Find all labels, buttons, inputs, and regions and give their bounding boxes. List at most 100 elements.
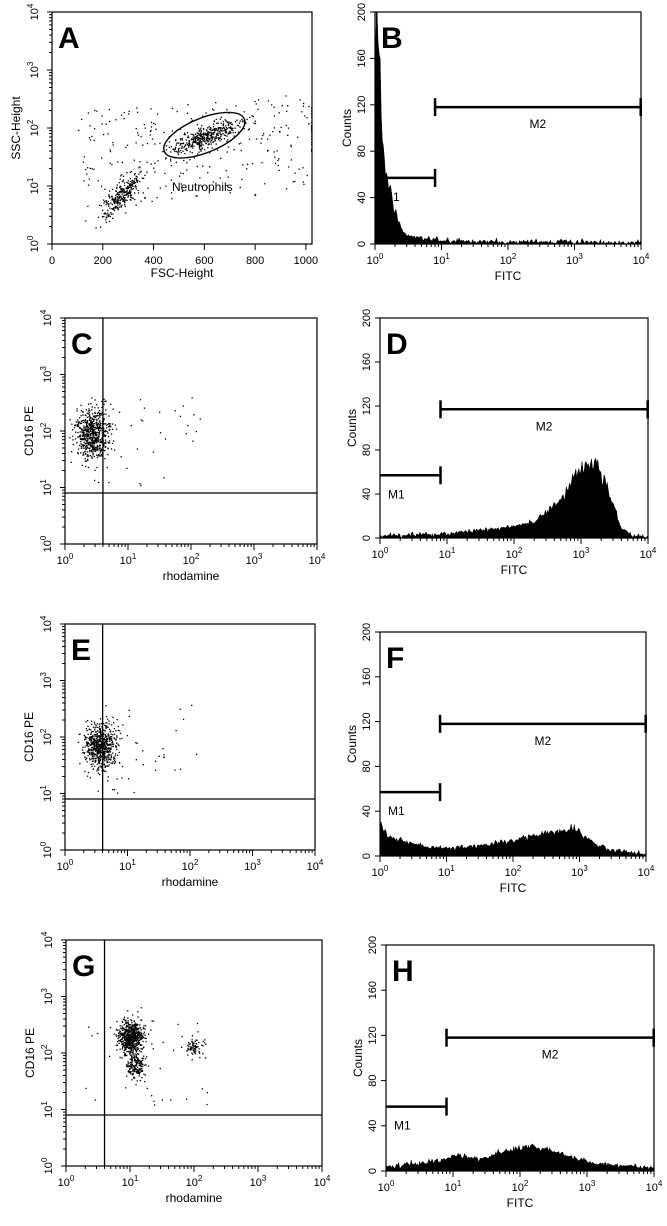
population-1-event	[102, 769, 105, 771]
lymphocyte-event	[124, 197, 126, 199]
population-1-event	[113, 743, 115, 745]
marker-m2: M2	[445, 1028, 655, 1062]
population-1-event	[81, 438, 83, 440]
lymphocyte-event	[127, 182, 129, 184]
population-1-event	[88, 743, 90, 745]
background-event	[83, 180, 85, 182]
population-1-event	[100, 734, 102, 737]
population-1-event	[134, 1033, 137, 1036]
background-event	[121, 161, 123, 164]
lymphocyte-event	[111, 199, 113, 201]
neutrophil-event	[180, 149, 182, 152]
background-event	[302, 105, 305, 107]
population-1-event	[138, 1031, 140, 1033]
tick-exponent: 0	[379, 252, 384, 261]
x-tick-label: 104	[307, 858, 324, 873]
population-1-event	[119, 1040, 121, 1042]
population-1-event	[106, 743, 108, 745]
population-3-event	[195, 1047, 197, 1049]
population-1-event	[106, 738, 108, 740]
population-3-event	[187, 1047, 189, 1050]
population-3-event	[191, 1041, 193, 1043]
population-1-event	[135, 1027, 137, 1030]
population-3-event	[195, 1050, 197, 1052]
population-2-event	[141, 1069, 143, 1072]
background-event	[287, 105, 289, 107]
background-event	[117, 193, 119, 195]
population-1-event	[101, 406, 103, 408]
lymphocyte-event	[139, 180, 141, 183]
tick-exponent: 3	[258, 552, 263, 561]
population-1-event	[141, 1048, 143, 1050]
lymphocyte-event	[127, 180, 130, 182]
population-1-event	[91, 437, 93, 439]
scattered-event	[174, 769, 176, 771]
population-1-event	[100, 426, 102, 429]
population-1-event	[96, 755, 98, 757]
population-1-event	[76, 419, 79, 421]
lymphocyte-event	[133, 181, 135, 183]
population-1-event	[81, 439, 83, 441]
population-1-event	[97, 759, 99, 761]
saturated-event	[311, 113, 313, 115]
population-3-event	[202, 1045, 204, 1047]
population-1-event	[124, 1037, 126, 1039]
saturated-event	[311, 150, 313, 152]
lymphocyte-event	[112, 208, 114, 210]
neutrophil-event	[202, 144, 204, 146]
background-event	[278, 169, 280, 172]
population-1-event	[123, 1034, 125, 1036]
population-1-event	[133, 1028, 135, 1030]
population-1-event	[116, 742, 118, 744]
population-3-event	[191, 1045, 194, 1047]
population-1-event	[93, 755, 95, 757]
population-3-event	[188, 1048, 190, 1051]
lymphocyte-event	[130, 189, 132, 191]
population-1-event	[128, 1044, 130, 1046]
y-tick-label: 200	[361, 309, 373, 327]
population-1-event	[79, 422, 82, 424]
population-1-event	[113, 1033, 115, 1035]
neutrophil-event	[209, 135, 211, 137]
population-1-event	[135, 1047, 137, 1049]
population-2-event	[134, 1048, 136, 1051]
neutrophil-event	[204, 141, 206, 143]
background-event	[156, 197, 158, 199]
population-1-event	[86, 761, 88, 763]
population-1-event	[117, 754, 119, 756]
population-1-event	[86, 434, 88, 436]
neutrophil-event	[170, 151, 172, 153]
x-tick-label: 100	[57, 858, 74, 873]
panel-a: A0 200 400 600 800 1000FSC-Height100101102103…	[9, 3, 318, 280]
population-1-event	[70, 461, 72, 463]
population-1-event	[84, 458, 86, 460]
x-tick-label: 600	[195, 255, 213, 267]
background-event	[299, 99, 301, 101]
scattered-event	[142, 1036, 144, 1038]
background-event	[137, 192, 140, 194]
neutrophil-event	[225, 125, 227, 127]
population-1-event	[96, 752, 98, 755]
population-1-event	[82, 429, 84, 431]
population-1-event	[91, 739, 93, 741]
population-1-event	[110, 748, 112, 750]
population-1-event	[92, 758, 95, 760]
population-1-event	[97, 740, 99, 742]
population-2-event	[135, 1055, 137, 1057]
lymphocyte-event	[105, 201, 108, 203]
neutrophil-event	[210, 133, 213, 135]
scattered-event	[86, 757, 88, 759]
x-axis-label: rhodamine	[163, 569, 220, 583]
population-1-event	[91, 432, 93, 434]
population-2-event	[139, 1068, 141, 1070]
population-1-event	[87, 459, 89, 462]
population-1-event	[139, 1034, 142, 1036]
population-1-event	[131, 1036, 133, 1039]
neutrophil-event	[192, 147, 194, 149]
marker-m1: M1	[380, 466, 442, 501]
population-1-event	[92, 447, 94, 450]
neutrophil-event	[253, 122, 255, 124]
y-tick-label: 104	[40, 931, 55, 948]
background-event	[302, 181, 304, 183]
population-1-event	[87, 435, 89, 437]
